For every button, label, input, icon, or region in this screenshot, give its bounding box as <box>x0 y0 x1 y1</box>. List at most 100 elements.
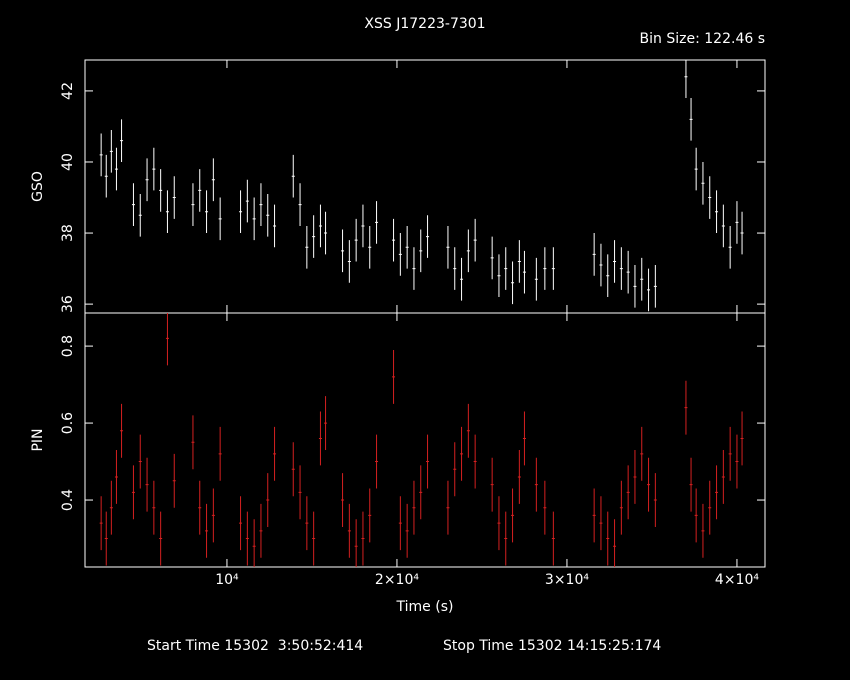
error-bar <box>551 247 555 290</box>
error-bar <box>517 240 521 283</box>
error-bar <box>551 511 555 566</box>
error-bar <box>517 450 521 504</box>
x-tick-label: 4×10⁴ <box>715 572 759 588</box>
error-bar <box>131 465 135 520</box>
error-bar <box>324 211 328 255</box>
error-bar <box>721 450 725 504</box>
error-bar <box>298 465 302 520</box>
error-bar <box>354 519 358 567</box>
error-bar <box>131 183 135 226</box>
x-tick-label: 10⁴ <box>215 572 239 588</box>
error-bar <box>633 450 637 504</box>
error-bar <box>145 457 149 512</box>
error-bar <box>701 161 705 205</box>
error-bar <box>466 403 470 458</box>
error-bar <box>218 426 222 481</box>
error-bar <box>490 236 494 280</box>
error-bar <box>599 496 603 551</box>
error-bar <box>354 218 358 262</box>
error-bar <box>504 511 508 566</box>
error-bar <box>375 201 379 244</box>
error-bar <box>460 257 464 301</box>
error-bar <box>291 442 295 497</box>
error-bar <box>626 250 630 294</box>
error-bar <box>252 519 256 567</box>
error-bar <box>522 250 526 294</box>
error-bar <box>504 247 508 290</box>
error-bar <box>341 229 345 273</box>
error-bar <box>291 154 295 198</box>
error-bar <box>318 411 322 466</box>
error-bar <box>205 190 209 234</box>
error-bar <box>239 496 243 551</box>
error-bar <box>347 503 351 558</box>
error-bar <box>152 480 156 535</box>
y-tick-label: 38 <box>60 224 76 242</box>
error-bar <box>453 247 457 290</box>
error-bar <box>120 119 124 162</box>
error-bar <box>708 480 712 535</box>
error-bar <box>715 190 719 234</box>
error-bar <box>619 247 623 290</box>
error-bar <box>273 204 277 248</box>
data-layer <box>99 313 744 567</box>
error-bar <box>606 254 610 298</box>
error-bar <box>191 415 195 470</box>
y-tick-label: 40 <box>60 153 76 171</box>
error-bar <box>740 211 744 255</box>
error-bar <box>701 503 705 558</box>
error-bar <box>511 488 515 543</box>
error-bar <box>114 450 118 504</box>
panel-frame <box>84 312 766 568</box>
error-bar <box>324 396 328 451</box>
error-bar <box>138 193 142 237</box>
error-bar <box>466 229 470 273</box>
y-axis-label: PIN <box>30 428 46 451</box>
error-bar <box>266 473 270 527</box>
error-bar <box>426 215 430 258</box>
y-axis-label: GSO <box>30 171 46 202</box>
stop-time: Stop Time 15302 14:15:25:174 <box>443 638 661 654</box>
error-bar <box>259 503 263 558</box>
error-bar <box>497 496 501 551</box>
error-bar <box>266 193 270 237</box>
error-bar <box>606 511 610 566</box>
error-bar <box>398 496 402 551</box>
error-bar <box>412 480 416 535</box>
error-bar <box>694 147 698 191</box>
error-bar <box>419 229 423 273</box>
error-bar <box>368 225 372 269</box>
error-bar <box>599 243 603 287</box>
error-bar <box>109 130 113 173</box>
error-bar <box>511 261 515 305</box>
error-bar <box>640 257 644 301</box>
error-bar <box>592 233 596 276</box>
error-bar <box>522 411 526 466</box>
error-bar <box>375 434 379 489</box>
error-bar <box>689 457 693 512</box>
error-bar <box>740 411 744 466</box>
error-bar <box>446 225 450 269</box>
error-bar <box>152 147 156 191</box>
error-bar <box>172 176 176 219</box>
error-bar <box>592 488 596 543</box>
error-bar <box>405 503 409 558</box>
error-bar <box>218 197 222 241</box>
error-bar <box>460 426 464 481</box>
error-bar <box>534 257 538 301</box>
error-bar <box>708 176 712 219</box>
error-bar <box>728 426 732 481</box>
error-bar <box>653 265 657 308</box>
chart-title: XSS J17223-7301 <box>364 16 485 32</box>
error-bar <box>534 457 538 512</box>
error-bar <box>728 225 732 269</box>
error-bar <box>392 218 396 262</box>
error-bar <box>361 511 365 566</box>
error-bar <box>543 247 547 290</box>
error-bar <box>633 265 637 308</box>
error-bar <box>211 488 215 543</box>
error-bar <box>305 496 309 551</box>
error-bar <box>647 457 651 512</box>
error-bar <box>245 179 249 223</box>
